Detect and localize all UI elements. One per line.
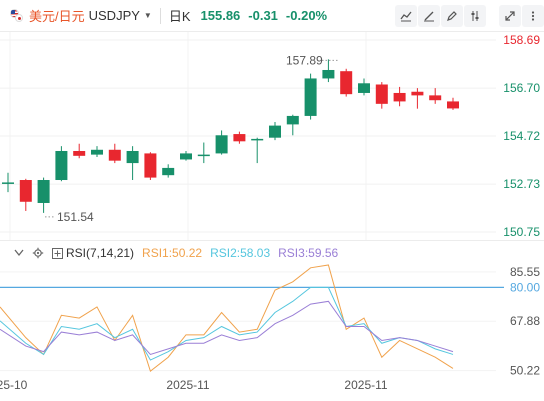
candle-body [304,78,317,116]
pane-divider[interactable] [0,240,544,241]
rsi3-value: RSI3:59.56 [278,246,339,260]
chart-tools [394,5,544,27]
rsi-ref-label: 80.00 [510,280,540,294]
rsi-series-1 [0,264,454,373]
candle-body [358,83,370,93]
candle-body [19,180,32,202]
x-axis-label: 2025-11 [344,378,387,392]
candle-body [393,92,406,102]
candle-body [269,125,281,138]
more-options-icon[interactable] [522,5,544,27]
symbol-en[interactable]: USDJPY [88,8,140,23]
rsi2-value: RSI2:58.03 [210,246,271,260]
rsi1-value: RSI1:50.22 [142,246,203,260]
candle-body [197,154,210,157]
candle-body [411,91,424,96]
candle-body [340,71,353,95]
rsi-y-tick-label: 67.88 [510,314,540,328]
candle-body [55,150,68,181]
price-change-pct: -0.20% [285,8,328,23]
pencil-icon[interactable] [441,5,463,27]
divider [159,7,161,24]
price-change: -0.31 [248,8,278,23]
candle-body [251,138,264,141]
rsi-series-3 [0,300,454,356]
low-annotation: 151.54 [57,210,94,224]
gear-icon[interactable] [32,247,44,259]
candle-body [108,149,121,161]
fullscreen-icon[interactable] [499,5,521,27]
candle-body [322,69,335,79]
candle-body [144,153,157,178]
candle-body [233,134,246,142]
expand-icon[interactable] [52,247,63,259]
candle-body [73,150,86,156]
y-tick-label: 150.75 [503,225,540,239]
x-axis-label: 25-10 [0,378,28,392]
y-tick-label: 156.70 [503,81,540,95]
rsi-series-2 [0,286,454,361]
y-tick-label: 152.73 [503,177,540,191]
candle-body [180,153,192,160]
indicator-name: RSI(7,14,21) [66,246,135,260]
candle-body [215,135,228,154]
price-chart[interactable]: 158.69 156.70 154.72 152.73 150.75 157.89 151.… [0,32,544,240]
collapse-icon[interactable] [14,249,24,257]
usd-jpy-flag-icon [10,9,23,22]
candle-body [429,95,442,101]
draw-tool-icon[interactable] [418,5,440,27]
candle-body [286,115,299,125]
y-tick-label: 158.69 [503,33,540,47]
candle-body [162,167,175,176]
candle-body [37,180,50,203]
candle-body [126,150,139,164]
high-annotation: 157.89 [286,53,323,67]
settings-sliders-icon[interactable] [464,5,486,27]
indicator-icon[interactable] [395,5,417,27]
rsi-legend: RSI(7,14,21) RSI1:50.22 RSI2:58.03 RSI3:… [0,244,338,262]
candle-body [375,84,388,104]
symbol-cn[interactable]: 美元/日元 [29,9,85,24]
x-axis-label: 2025-11 [166,378,209,392]
candle-body [2,182,14,184]
candle-body [447,101,459,109]
current-price: 155.86 [200,8,241,23]
candle-body [91,149,103,155]
rsi-y-tick-label: 50.22 [510,364,540,378]
period-selector[interactable]: 日K [168,9,191,24]
rsi-ref-label-bg [504,280,544,295]
y-tick-label: 154.72 [503,129,540,143]
toolbar: 美元/日元 USDJPY ▼ 日K 155.86 -0.31 -0.20% [0,0,544,32]
rsi-y-tick-label: 85.55 [510,265,540,279]
symbol-dropdown-icon[interactable]: ▼ [143,11,152,20]
